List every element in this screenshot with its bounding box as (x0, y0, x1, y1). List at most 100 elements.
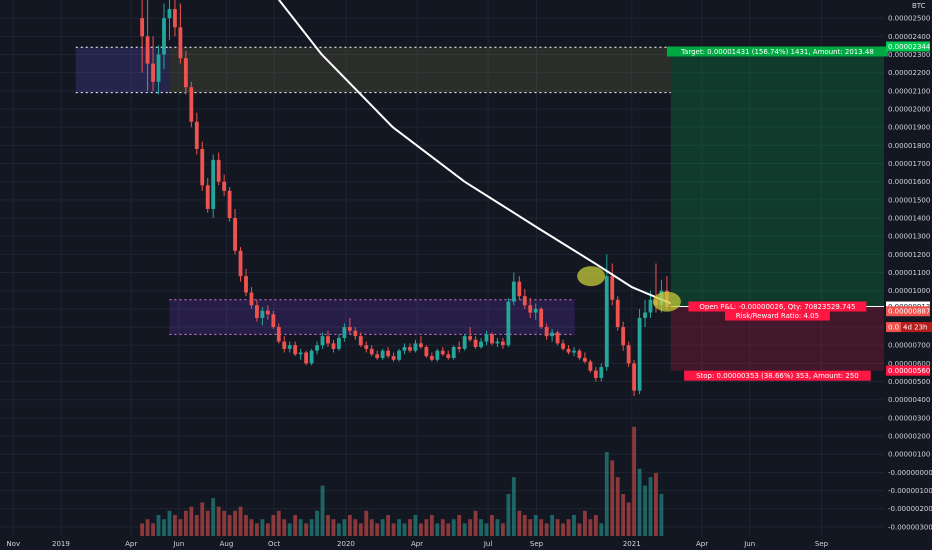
volume-bar (249, 519, 254, 536)
y-tick-label: 0.00002300 (888, 51, 930, 59)
candle-body (162, 18, 166, 55)
candle-body (397, 350, 401, 360)
x-axis[interactable]: Nov 2019 Apr Jun Aug Oct 2020 Apr Jul Sep 2021 Apr J… (6, 540, 828, 548)
y-tick-label: 0.00000500 (888, 378, 930, 386)
volume-bar (490, 515, 494, 536)
candle-body (539, 308, 544, 328)
x-tick-label: Jun (743, 540, 755, 548)
candle-body (156, 54, 161, 82)
y-tick-label: 0.00000300 (888, 414, 930, 422)
volume-bar (484, 523, 489, 536)
volume-bar (260, 519, 265, 536)
x-tick-label: 2020 (337, 540, 355, 548)
candle-body (544, 327, 549, 337)
volume-bar (451, 519, 456, 536)
y-tick-label: -0.00000300 (888, 523, 932, 531)
x-tick-label: Aug (220, 540, 234, 548)
y-tick-label: -0.00000100 (888, 487, 932, 495)
volume-bar (555, 519, 560, 536)
volume-bar (276, 510, 281, 536)
volume-bar (298, 519, 303, 536)
candle-body (337, 337, 341, 349)
y-tick-label: 0.00001900 (888, 124, 930, 132)
volume-bar (637, 468, 642, 536)
candle-body (593, 370, 598, 378)
candle-body (462, 336, 467, 349)
x-tick-label: Nov (6, 540, 20, 548)
volume-bar (227, 515, 232, 536)
volume-bar (205, 510, 210, 536)
candle-body (271, 314, 276, 328)
candle-body (648, 299, 653, 313)
candle-body (331, 343, 336, 349)
candle-body (588, 361, 593, 371)
volume-bar (506, 494, 511, 536)
volume-bar (309, 519, 314, 536)
highlight-ellipse (652, 291, 681, 312)
highlights (577, 266, 681, 312)
candle-body (227, 190, 232, 219)
target-label: Target: 0.00001431 (156.74%) 1431, Amoun… (680, 48, 874, 56)
volume-bar (156, 515, 161, 536)
candle-body (151, 63, 155, 82)
candle-body (419, 343, 423, 348)
candle-body (364, 345, 369, 349)
x-tick-label: Sep (815, 540, 829, 548)
long-position-tool[interactable]: Target: 0.00001431 (156.74%) 1431, Amoun… (666, 46, 888, 381)
candle-body (189, 87, 194, 122)
candle-body (429, 356, 434, 360)
candle-body (265, 310, 270, 315)
candle-body (178, 27, 183, 59)
volume-bar (238, 506, 243, 536)
candle-body (555, 332, 560, 344)
volume-bar (588, 519, 593, 536)
x-tick-label: 2019 (52, 540, 70, 548)
price-tag-label: 0.00000887 (888, 308, 930, 316)
volume-bar (200, 502, 205, 536)
candle-body (413, 343, 418, 351)
volume-bar (659, 494, 664, 536)
volume-bar (539, 519, 544, 536)
volume-bar (304, 523, 309, 536)
candle-body (511, 281, 516, 302)
candle-body (282, 341, 287, 349)
candle-body (233, 218, 237, 251)
candle-body (621, 327, 626, 346)
volume-bar (222, 510, 227, 536)
volume-bar (167, 510, 172, 536)
candle-body (604, 276, 609, 368)
volume-bar (522, 515, 527, 536)
candle-body (167, 9, 172, 19)
y-tick-label: -0.00000200 (888, 505, 932, 513)
candle-body (309, 350, 314, 364)
volume-bar (320, 485, 325, 536)
volume-bar (566, 519, 571, 536)
candle-body (626, 345, 631, 364)
y-axis[interactable]: 0.00002500 0.00002400 0.00002300 0.00002200… (886, 15, 932, 532)
volume-bar (386, 515, 391, 536)
volume-bar (561, 523, 565, 536)
volume-bar (479, 519, 483, 536)
volume-bar (244, 515, 248, 536)
volume-bar (626, 502, 631, 536)
volume-bar (342, 519, 347, 536)
volume-bar (173, 515, 177, 536)
y-tick-label: 0.00001700 (888, 160, 930, 168)
volume-bar (140, 523, 145, 536)
risk-reward-label: Risk/Reward Ratio: 4.05 (736, 312, 819, 320)
candle-body (435, 350, 440, 360)
y-tick-label: 0.00001500 (888, 196, 930, 204)
x-tick-label: Sep (530, 540, 544, 548)
candle-body (358, 336, 363, 346)
candle-body (610, 276, 615, 300)
volume-bar (408, 519, 412, 536)
y-tick-label: 0.00000100 (888, 451, 930, 459)
volume-bar (604, 452, 609, 536)
volume-bar (183, 510, 188, 536)
candle-body (342, 327, 347, 338)
candle-body (380, 350, 385, 358)
volume-bar (429, 515, 434, 536)
candle-body (391, 356, 396, 360)
